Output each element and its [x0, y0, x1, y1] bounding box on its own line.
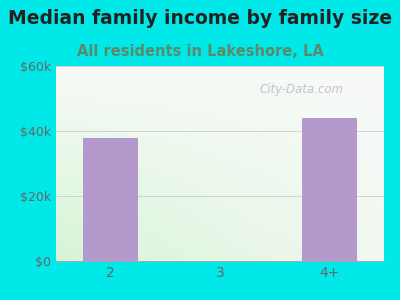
- Bar: [83, 137, 138, 261]
- Text: All residents in Lakeshore, LA: All residents in Lakeshore, LA: [77, 44, 323, 59]
- Text: City-Data.com: City-Data.com: [259, 83, 344, 96]
- Bar: [302, 118, 357, 261]
- Text: Median family income by family size: Median family income by family size: [8, 9, 392, 28]
